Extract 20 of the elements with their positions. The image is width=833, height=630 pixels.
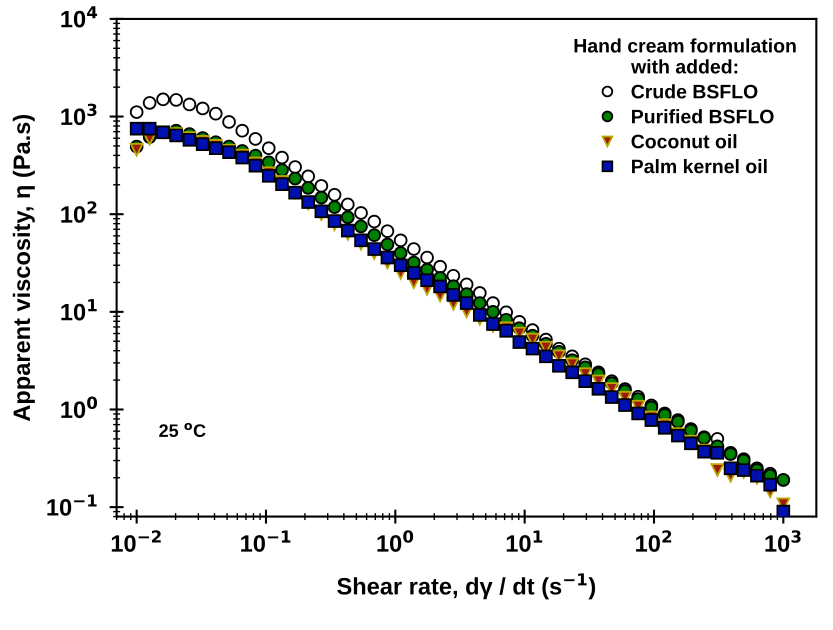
- annotation: 25 $^{o}$C: [159, 422, 206, 438]
- y-tick-label: 10$^{2}$: [61, 201, 96, 223]
- x-tick-label: 10$^{0}$: [377, 530, 414, 552]
- y-tick-label: 10$^{1}$: [61, 299, 97, 320]
- legend-label: Palm kernel oil: [632, 159, 767, 174]
- y-axis-title: Apparent viscosity, η (Pa.s): [12, 114, 35, 422]
- x-tick-label: 10$^{−2}$: [112, 530, 161, 552]
- y-tick-label: 10$^{−1}$: [47, 494, 97, 516]
- y-tick-label: 10$^{3}$: [61, 104, 97, 126]
- legend-label: Coconut oil: [632, 134, 736, 148]
- y-tick-label: 10$^{4}$: [61, 6, 98, 28]
- x-tick-label: 10$^{1}$: [506, 530, 542, 552]
- y-tick-label: 10$^{0}$: [61, 396, 98, 418]
- legend-title: Hand cream formulation with added:: [574, 38, 796, 74]
- x-tick-label: 10$^{3}$: [765, 530, 801, 552]
- x-tick-label: 10$^{−1}$: [241, 530, 290, 552]
- legend-label: Crude BSFLO: [632, 84, 758, 99]
- x-axis-title: Shear rate, dγ / dt (s$^{−1}$): [337, 573, 596, 600]
- x-tick-label: 10$^{2}$: [636, 530, 672, 552]
- legend-label: Purified BSFLO: [632, 109, 774, 124]
